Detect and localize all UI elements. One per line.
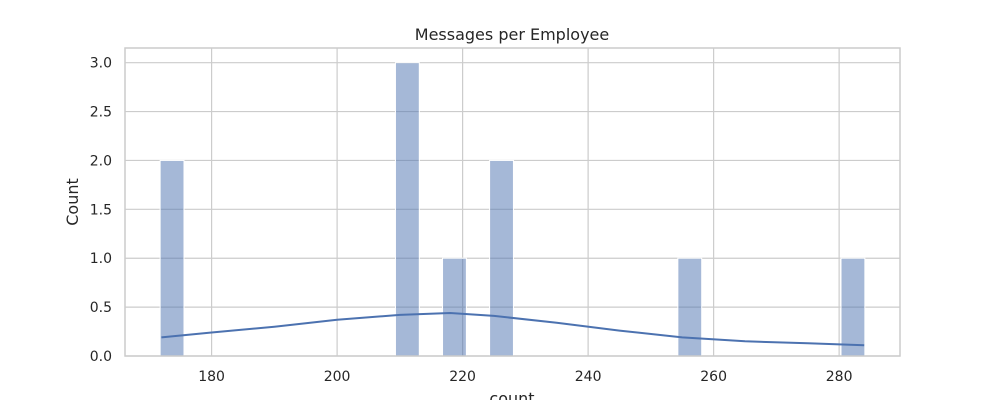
x-tick-label-3: 240 xyxy=(575,369,602,385)
y-tick-label-4: 2.0 xyxy=(90,153,112,169)
bar-group xyxy=(159,62,866,357)
y-tick-labels: 0.0 0.5 1.0 1.5 2.0 2.5 3.0 xyxy=(90,56,112,365)
chart-title: Messages per Employee xyxy=(415,25,609,44)
y-tick-label-6: 3.0 xyxy=(90,56,112,72)
x-tick-label-4: 260 xyxy=(700,369,727,385)
histogram-bar-3 xyxy=(489,159,514,357)
y-tick-label-1: 0.5 xyxy=(90,300,112,316)
histogram-bar-2 xyxy=(442,257,467,357)
x-tick-label-5: 280 xyxy=(826,369,853,385)
y-tick-label-3: 1.5 xyxy=(90,202,112,218)
histogram-bar-0 xyxy=(159,159,185,357)
kde-line xyxy=(161,311,865,347)
x-tick-label-2: 220 xyxy=(449,369,476,385)
x-tick-labels: 180 200 220 240 260 280 xyxy=(198,369,852,385)
y-axis-label: Count xyxy=(63,178,82,226)
y-tick-label-2: 1.0 xyxy=(90,251,112,267)
y-tick-label-0: 0.0 xyxy=(90,349,112,365)
x-axis-label: count xyxy=(489,389,534,400)
x-tick-label-1: 200 xyxy=(324,369,351,385)
x-tick-label-0: 180 xyxy=(198,369,225,385)
plot-frame xyxy=(124,47,901,357)
histogram-bar-1 xyxy=(394,62,420,357)
y-tick-label-5: 2.5 xyxy=(90,105,112,121)
histogram-bar-4 xyxy=(677,257,703,357)
histogram-bar-5 xyxy=(840,257,866,357)
